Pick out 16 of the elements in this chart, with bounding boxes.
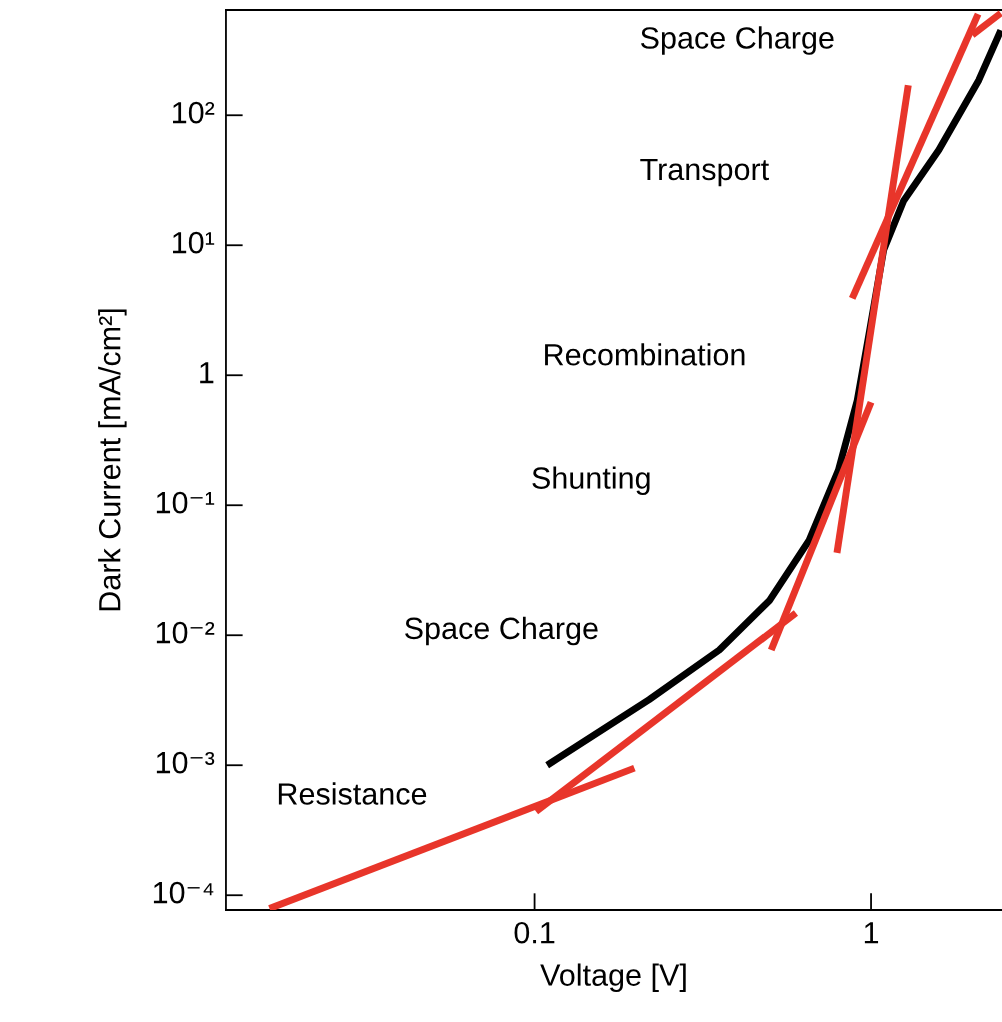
annotation: Space Charge bbox=[640, 26, 834, 55]
annotation: Shunting bbox=[532, 466, 650, 495]
annotation: Space Charge bbox=[405, 616, 598, 646]
x-axis-title: Voltage [V] bbox=[540, 963, 686, 992]
annotation: Transport bbox=[640, 158, 769, 187]
y-tick-label: 10⁻⁴ bbox=[153, 881, 214, 904]
annotation: Resistance bbox=[278, 782, 427, 805]
x-tick-label: 0.1 bbox=[514, 921, 555, 944]
annotation: Recombination bbox=[545, 343, 745, 366]
y-tick-label: 10⁻³ bbox=[156, 751, 215, 774]
y-tick-label: 10¹ bbox=[173, 231, 215, 254]
y-tick-label: 1 bbox=[200, 362, 214, 384]
y-tick-label: 10² bbox=[173, 101, 215, 124]
y-tick-label: 10⁻¹ bbox=[156, 491, 215, 514]
y-axis-title: Dark Current [mA/cm²] bbox=[98, 309, 127, 611]
y-tick-label: 10⁻² bbox=[156, 621, 215, 644]
